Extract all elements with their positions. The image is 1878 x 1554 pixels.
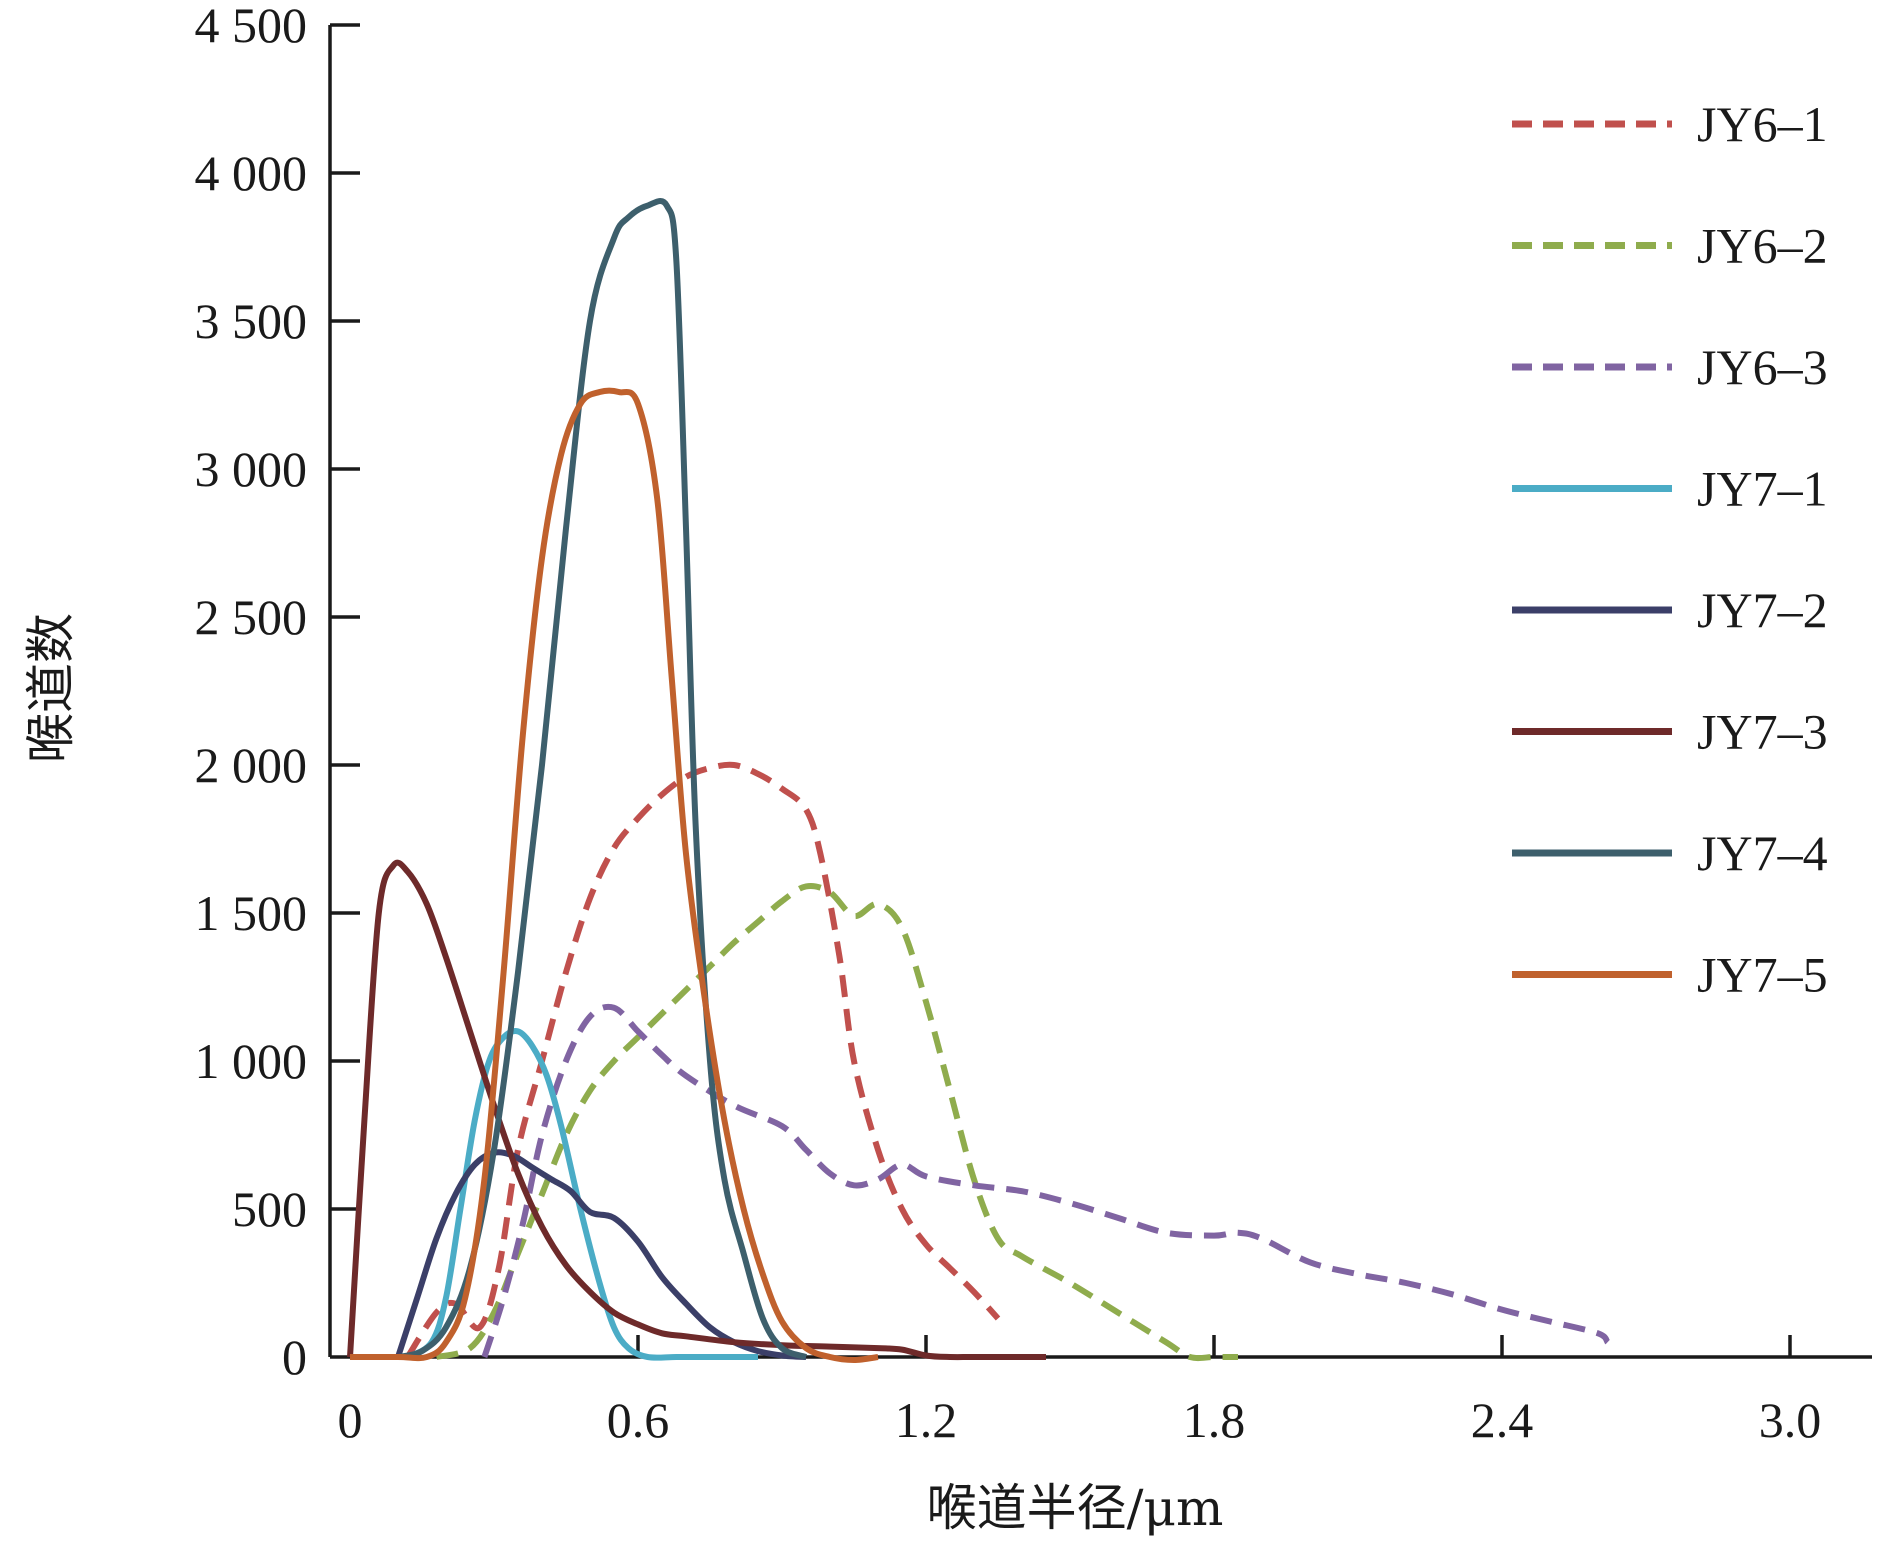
y-tick-label: 1 500 xyxy=(195,885,308,941)
series-line-4 xyxy=(406,1028,758,1361)
series-line-6 xyxy=(347,859,1046,1361)
axes: 0 500 1 000 1 500 2 000 2 500 3 000 3 500 4 000 4… xyxy=(195,0,1872,1448)
x-tick-label: 1.2 xyxy=(895,1392,958,1448)
series-line-1 xyxy=(405,761,1001,1359)
legend-label: JY6–2 xyxy=(1697,218,1828,274)
x-axis-label: 喉道半径/μm xyxy=(927,1479,1224,1537)
y-tick-label: 500 xyxy=(232,1181,307,1237)
x-tick-label: 0.6 xyxy=(607,1392,670,1448)
y-tick-label: 4 500 xyxy=(195,0,308,53)
legend-label: JY6–3 xyxy=(1697,339,1828,395)
series-line-3 xyxy=(481,1003,1611,1358)
legend-label: JY6–1 xyxy=(1697,96,1828,152)
legend-label: JY7–5 xyxy=(1697,947,1828,1003)
legend: JY6–1 JY6–2 JY6–3 JY7–1 JY7–2 JY7–3 JY7–4 JY7–5 xyxy=(1512,96,1828,1003)
y-axis-label: 喉道数 xyxy=(22,613,80,763)
y-tick-label: 0 xyxy=(282,1329,307,1385)
y-tick-label: 4 000 xyxy=(195,145,308,201)
x-tick-label: 1.8 xyxy=(1183,1392,1246,1448)
legend-label: JY7–2 xyxy=(1697,582,1828,638)
legend-label: JY7–1 xyxy=(1697,461,1828,517)
series-line-2 xyxy=(435,882,1238,1362)
y-tick-label: 1 000 xyxy=(195,1033,308,1089)
y-tick-label: 2 500 xyxy=(195,589,308,645)
y-tick-label: 3 500 xyxy=(195,293,308,349)
x-tick-label: 3.0 xyxy=(1759,1392,1822,1448)
series-line-7 xyxy=(397,197,808,1360)
x-tick-label: 0 xyxy=(338,1392,363,1448)
legend-label: JY7–3 xyxy=(1697,704,1828,760)
x-tick-label: 2.4 xyxy=(1471,1392,1534,1448)
y-tick-label: 3 000 xyxy=(195,441,308,497)
y-tick-label: 2 000 xyxy=(195,737,308,793)
series-line-8 xyxy=(349,387,879,1363)
series-group xyxy=(347,197,1611,1363)
legend-label: JY7–4 xyxy=(1697,825,1828,881)
